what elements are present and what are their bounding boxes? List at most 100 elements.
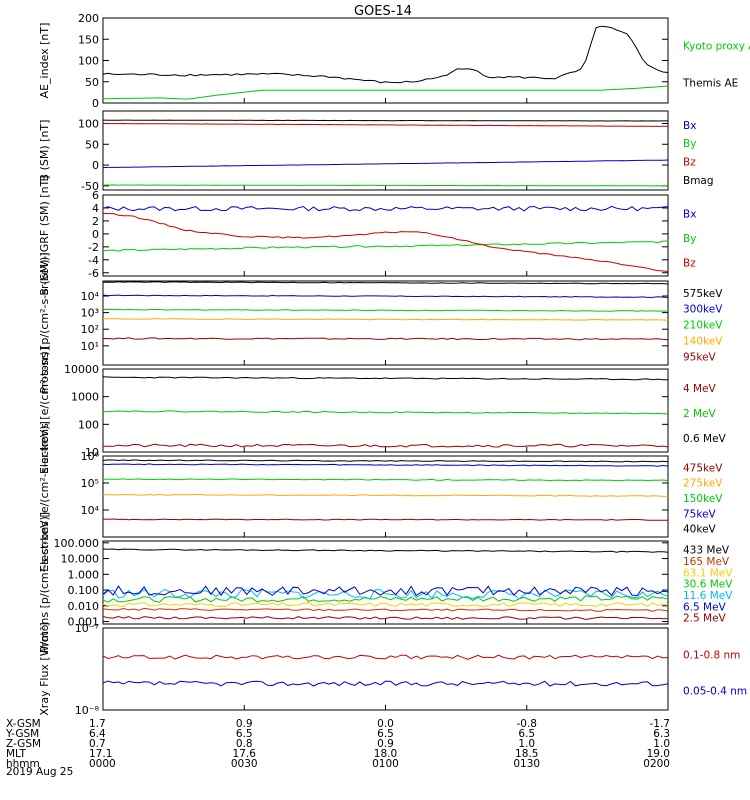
panel-4: 10¹ 10² 10³ 10⁴ Protons [p/(cm²-s-sr-keV)] 57… [38, 252, 723, 393]
y-tick-label: 100.000 [54, 537, 100, 550]
x-axis-value: 17.1 [89, 748, 112, 760]
date-label: 2019 Aug 25 [6, 766, 73, 778]
series-line-6-5-MeV [102, 585, 669, 597]
series-line-95keV [103, 337, 669, 341]
x-axis-value: 6.5 [236, 728, 253, 740]
legend-label: 2.5 MeV [683, 613, 727, 625]
legend-label: Bx [683, 120, 696, 132]
legend-label: 40keV [683, 524, 717, 536]
series-line-40keV [102, 459, 669, 463]
legend-label: 30.6 MeV [683, 579, 733, 591]
y-axis-label: AE_index [nT] [38, 23, 51, 99]
series-line-4-MeV [103, 443, 669, 448]
series-line-300keV [102, 294, 669, 298]
x-axis-row-label: Z-GSM [6, 738, 41, 750]
x-axis-value: -0.8 [517, 718, 538, 730]
x-axis-value: 6.5 [377, 728, 394, 740]
x-axis-row-label: X-GSM [6, 718, 41, 730]
y-tick-label: 0.010 [68, 600, 100, 613]
y-tick-label: 100 [78, 418, 99, 431]
y-tick-label: 10¹ [81, 340, 99, 353]
y-tick-label: 10⁻⁷ [75, 622, 99, 635]
panel-frame [102, 540, 669, 625]
panel-frame [102, 110, 669, 191]
y-tick-label: -50 [81, 180, 99, 193]
legend-label: Themis AE [682, 78, 738, 90]
series-line-By [102, 184, 669, 187]
series-line-30-6-MeV [102, 595, 669, 603]
x-axis-value: 18.0 [374, 748, 397, 760]
panels-group: 0 50 100 150 200 AE_index [nT] Kyoto proxy AE T… [38, 12, 750, 717]
y-tick-label: -2 [88, 241, 99, 254]
series-line-275keV [102, 493, 669, 497]
y-axis-label: Protons [p/(cm²-s-sr-keV)] [38, 252, 51, 393]
y-tick-label: 10² [81, 323, 99, 336]
x-axis-value: 6.3 [653, 728, 670, 740]
legend-label: 6.5 MeV [683, 601, 727, 613]
y-tick-label: 10⁶ [81, 450, 100, 463]
legend-label: 475keV [683, 462, 723, 474]
x-axis-value: 0.7 [89, 738, 106, 750]
panel-5: 10 100 1000 10000 Electrons [e/(cm²-s-sr)] 4 … [38, 347, 727, 474]
series-line-Kyoto-proxy-AE [102, 85, 669, 100]
legend-label: 95keV [683, 351, 717, 363]
x-axis-value: 1.0 [653, 738, 670, 750]
x-axis-value: 0030 [231, 758, 258, 770]
series-line-475keV [102, 518, 668, 521]
x-axis-value: 0.8 [236, 738, 253, 750]
panel-7: 0.001 0.010 0.100 1.000 10.000 100.000Protons… [38, 512, 733, 653]
y-tick-label: -4 [88, 254, 99, 267]
series-line-0-05-0-4-nm [102, 680, 669, 687]
panel-6: 10⁴ 10⁵ 10⁶ Electrons [e/(cm²-s-sr-keV)] 475… [38, 421, 723, 572]
y-tick-label: 100 [78, 117, 99, 130]
legend-label: 4 MeV [683, 383, 717, 395]
y-tick-label: -6 [88, 267, 99, 280]
y-tick-label: 10 [85, 446, 99, 459]
legend-label: 0.1-0.8 nm [683, 650, 740, 662]
series-line-Bmag [102, 119, 668, 122]
x-axis-value: 6.4 [89, 728, 106, 740]
panel-frame [102, 455, 669, 538]
series-line-210keV [102, 308, 669, 312]
legend-label: 575keV [683, 288, 723, 300]
y-tick-label: 200 [78, 12, 99, 25]
legend-label: 2 MeV [683, 408, 717, 420]
legend-label: 140keV [683, 335, 723, 347]
y-tick-label: 10.000 [61, 553, 100, 566]
series-line-Bx [102, 159, 669, 169]
series-line-75keV [102, 463, 669, 467]
series-line-0-6-MeV [102, 376, 668, 381]
series-line-Themis-AE [102, 25, 669, 84]
y-tick-label: 50 [85, 76, 99, 89]
y-tick-label: 0.100 [68, 584, 100, 597]
x-axis-value: 0100 [372, 758, 399, 770]
y-axis-label: Electrons [e/(cm²-s-sr)] [38, 347, 51, 474]
panel-1: 0 50 100 150 200 AE_index [nT] Kyoto proxy AE T… [38, 12, 750, 110]
y-tick-label: 50 [85, 138, 99, 151]
series-line-Bz [102, 212, 669, 272]
panel-2: -50 0 50 100 B (SM) [nT] Bx By Bz Bmag [38, 110, 714, 193]
y-tick-label: 0 [92, 159, 99, 172]
x-axis-value: 0.9 [236, 718, 253, 730]
y-tick-label: 150 [78, 33, 99, 46]
figure-title: GOES-14 [354, 4, 412, 19]
legend-label: Bmag [683, 175, 714, 187]
legend-label: 0.6 MeV [683, 433, 727, 445]
y-tick-label: 10⁵ [81, 477, 99, 490]
x-axis-value: 1.0 [518, 738, 535, 750]
legend-label: By [683, 233, 696, 245]
x-axis-row-label: Y-GSM [5, 728, 39, 740]
y-axis-label: Xray Flux [W/m²] [38, 622, 51, 715]
legend-label: Kyoto proxy AE [683, 41, 750, 53]
panel-frame [102, 368, 669, 453]
legend-label: 275keV [683, 478, 723, 490]
y-tick-label: 1.000 [68, 568, 100, 581]
y-tick-label: 0.001 [68, 616, 100, 629]
series-line-575keV [102, 281, 669, 285]
y-tick-label: 10⁴ [81, 290, 100, 303]
y-tick-label: 10⁻⁸ [75, 704, 100, 717]
legend-label: Bz [683, 258, 696, 270]
series-line-433-MeV [102, 548, 669, 553]
series-line-2-MeV [102, 410, 669, 415]
